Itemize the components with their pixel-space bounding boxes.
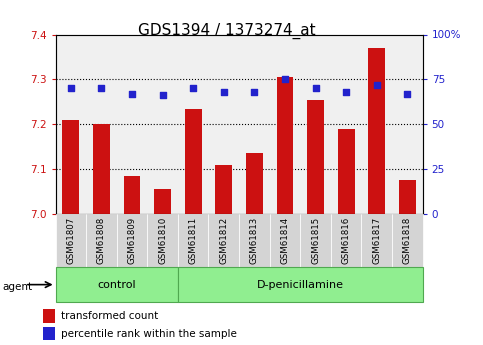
Bar <box>331 214 361 267</box>
Bar <box>361 214 392 267</box>
Text: GSM61812: GSM61812 <box>219 217 228 264</box>
Bar <box>117 214 147 267</box>
Point <box>251 89 258 95</box>
Bar <box>239 214 270 267</box>
Bar <box>43 309 56 323</box>
Bar <box>154 189 171 214</box>
Bar <box>277 77 293 214</box>
Bar <box>124 176 141 214</box>
Bar <box>270 214 300 267</box>
Point <box>281 77 289 82</box>
Bar <box>86 214 117 267</box>
Text: GSM61813: GSM61813 <box>250 217 259 264</box>
Point <box>403 91 411 97</box>
Bar <box>369 48 385 214</box>
Text: GSM61814: GSM61814 <box>281 217 289 264</box>
Bar <box>62 120 79 214</box>
Point <box>128 91 136 97</box>
Text: D-penicillamine: D-penicillamine <box>257 280 344 289</box>
Bar <box>300 214 331 267</box>
Bar <box>56 214 86 267</box>
Point <box>159 93 167 98</box>
Text: percentile rank within the sample: percentile rank within the sample <box>61 329 237 338</box>
Text: transformed count: transformed count <box>61 312 158 321</box>
Text: GSM61816: GSM61816 <box>341 217 351 264</box>
Bar <box>56 267 178 302</box>
Bar <box>178 214 209 267</box>
Bar <box>399 180 416 214</box>
Text: GSM61818: GSM61818 <box>403 217 412 264</box>
Point <box>220 89 227 95</box>
Bar <box>93 124 110 214</box>
Point <box>373 82 381 88</box>
Text: GSM61815: GSM61815 <box>311 217 320 264</box>
Bar <box>209 214 239 267</box>
Bar <box>185 109 201 214</box>
Bar <box>178 267 423 302</box>
Text: GDS1394 / 1373274_at: GDS1394 / 1373274_at <box>138 22 316 39</box>
Point <box>312 86 319 91</box>
Text: GSM61808: GSM61808 <box>97 217 106 264</box>
Bar <box>215 165 232 214</box>
Text: GSM61807: GSM61807 <box>66 217 75 264</box>
Text: GSM61811: GSM61811 <box>189 217 198 264</box>
Text: agent: agent <box>2 282 32 292</box>
Bar <box>147 214 178 267</box>
Bar <box>392 214 423 267</box>
Point <box>342 89 350 95</box>
Point <box>67 86 75 91</box>
Bar <box>43 327 56 340</box>
Point <box>189 86 197 91</box>
Text: GSM61817: GSM61817 <box>372 217 381 264</box>
Text: GSM61810: GSM61810 <box>158 217 167 264</box>
Text: control: control <box>98 280 136 289</box>
Bar <box>338 129 355 214</box>
Bar <box>307 100 324 214</box>
Point <box>98 86 105 91</box>
Bar <box>246 154 263 214</box>
Text: GSM61809: GSM61809 <box>128 217 137 264</box>
